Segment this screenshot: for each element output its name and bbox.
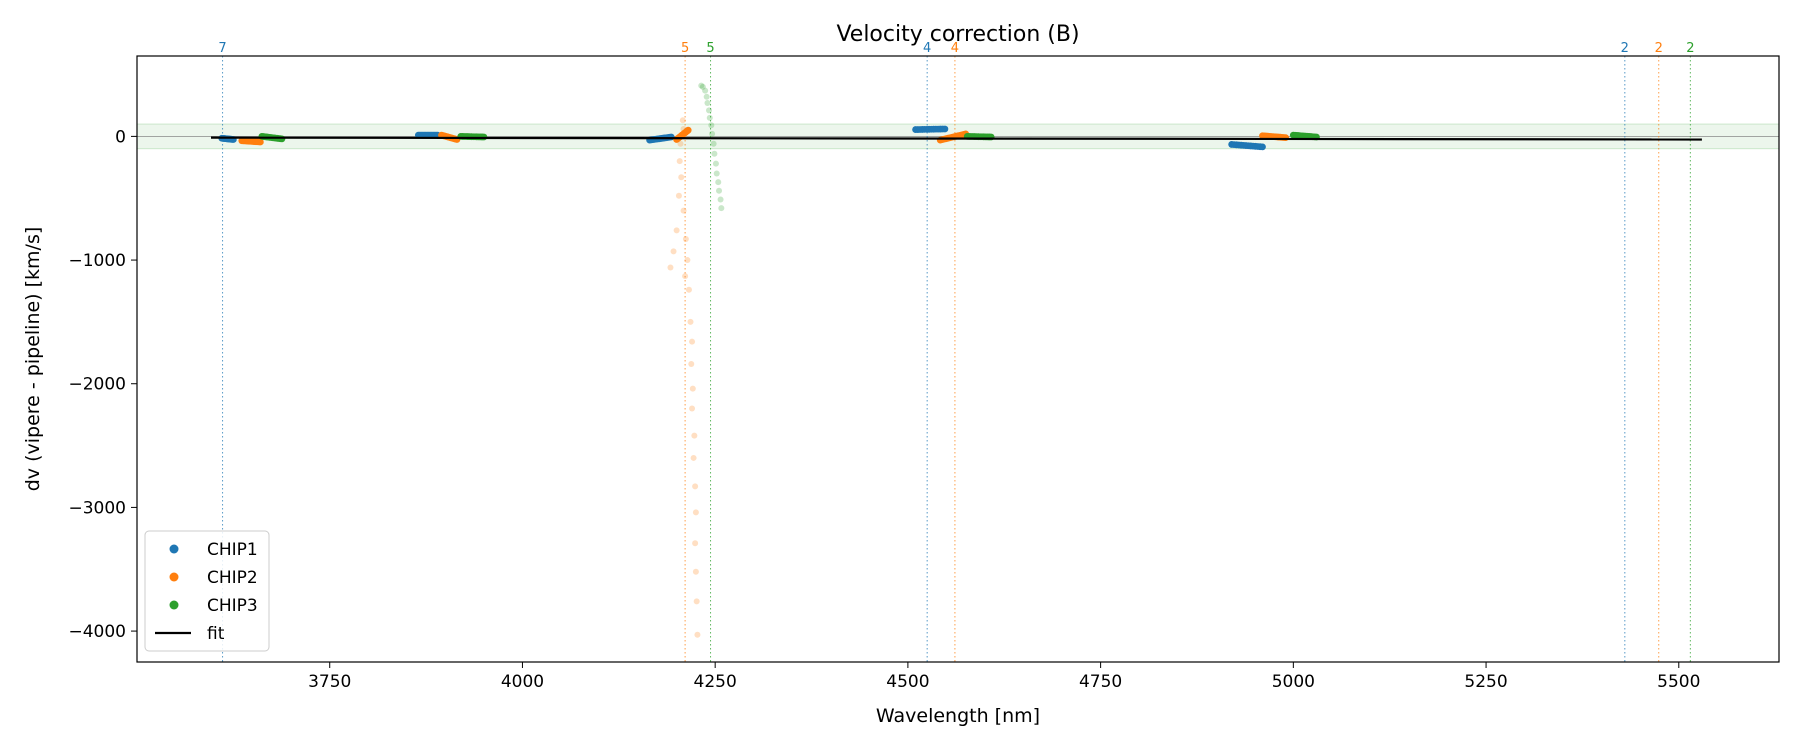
x-tick-label-4: 4750 bbox=[1079, 672, 1122, 692]
chip2-outlier-point-7 bbox=[673, 227, 680, 234]
chip2-outlier-point-26 bbox=[694, 631, 701, 638]
chip2-outlier-point-12 bbox=[682, 273, 689, 280]
fit-line-layer bbox=[211, 136, 1702, 141]
chip2-outlier-point-23 bbox=[692, 540, 699, 547]
y-tick-label-3: −3000 bbox=[68, 498, 126, 518]
order-marker-label-7: 2 bbox=[1686, 41, 1694, 56]
chip2-outlier-point-25 bbox=[693, 598, 700, 605]
chip2-outlier-point-0 bbox=[679, 117, 686, 124]
chip2-outlier-point-10 bbox=[684, 257, 691, 264]
chip3-outlier-point-9 bbox=[710, 140, 717, 147]
legend-marker-chip2 bbox=[169, 572, 179, 582]
chip1-point-4-13 bbox=[1259, 143, 1266, 151]
chip2-outlier-point-18 bbox=[689, 405, 696, 412]
chip1-point-3-13 bbox=[941, 125, 949, 133]
chip2-outlier-point-22 bbox=[692, 509, 699, 516]
order-marker-label-5: 2 bbox=[1621, 41, 1629, 56]
chip3-outlier-point-1 bbox=[699, 83, 706, 90]
chip2-outlier-point-17 bbox=[689, 385, 696, 392]
chip2-point-2-13 bbox=[684, 126, 692, 134]
x-axis-label: Wavelength [nm] bbox=[876, 705, 1040, 727]
y-tick-label-2: −2000 bbox=[68, 375, 126, 395]
order-marker-label-6: 2 bbox=[1655, 41, 1663, 56]
y-axis-label: dv (vipere - pipeline) [km/s] bbox=[22, 227, 44, 492]
legend: CHIP1 CHIP2 CHIP3 fit bbox=[144, 530, 270, 652]
legend-label-chip1: CHIP1 bbox=[207, 540, 258, 560]
x-tick-label-7: 5500 bbox=[1657, 672, 1700, 692]
legend-label-fit: fit bbox=[207, 624, 225, 644]
chip2-outlier-point-19 bbox=[691, 432, 698, 439]
x-tick-label-1: 4000 bbox=[501, 672, 544, 692]
chip2-outlier-point-16 bbox=[688, 360, 695, 367]
chip2-outlier-point-5 bbox=[675, 192, 682, 199]
order-marker-layer: 7 5 5 4 4 2 2 2 bbox=[218, 41, 1694, 662]
x-tick-label-5: 5000 bbox=[1272, 672, 1315, 692]
chip3-outlier-point-15 bbox=[717, 196, 724, 203]
chip2-outlier-point-4 bbox=[678, 174, 685, 181]
chip3-outlier-point-4 bbox=[704, 99, 711, 106]
chart-title: Velocity correction (B) bbox=[836, 22, 1079, 47]
order-marker-label-3: 4 bbox=[923, 41, 931, 56]
chip2-outlier-point-21 bbox=[692, 483, 699, 490]
axes-layer: 3750 4000 4250 4500 4750 5000 5250 5500 0 −1000 −2… bbox=[68, 127, 1700, 692]
x-tick-label-6: 5250 bbox=[1464, 672, 1507, 692]
chip3-outlier-point-16 bbox=[718, 205, 725, 212]
chip2-outlier-point-15 bbox=[689, 338, 696, 345]
plot-area-frame bbox=[136, 55, 1780, 663]
y-tick-label-0: 0 bbox=[115, 127, 126, 147]
chip2-outlier-point-20 bbox=[690, 454, 697, 461]
chip3-outlier-point-14 bbox=[716, 187, 723, 194]
chip2-outlier-point-14 bbox=[687, 318, 694, 325]
y-tick-label-1: −1000 bbox=[68, 251, 126, 271]
legend-box bbox=[144, 530, 270, 652]
legend-label-chip2: CHIP2 bbox=[207, 568, 258, 588]
chip3-outlier-point-6 bbox=[706, 114, 713, 121]
chip3-point-0-13 bbox=[278, 135, 286, 143]
chip3-outlier-point-5 bbox=[706, 107, 713, 114]
chip3-outlier-point-0 bbox=[698, 82, 705, 89]
chip3-outlier-point-3 bbox=[703, 93, 710, 100]
chip2-point-0-13 bbox=[256, 138, 264, 146]
x-tick-label-3: 4500 bbox=[886, 672, 929, 692]
legend-label-chip3: CHIP3 bbox=[207, 596, 258, 616]
order-marker-label-1: 5 bbox=[681, 41, 689, 56]
order-marker-label-2: 5 bbox=[706, 41, 714, 56]
chip3-outlier-point-8 bbox=[709, 130, 716, 137]
chip2-outlier-point-8 bbox=[682, 236, 689, 243]
chip2-outlier-point-13 bbox=[685, 286, 692, 293]
chip2-outlier-point-2 bbox=[677, 140, 684, 147]
chip3-outlier-point-12 bbox=[713, 170, 720, 177]
chip2-outlier-point-9 bbox=[670, 248, 677, 255]
fit-line bbox=[211, 136, 1702, 141]
order-marker-label-0: 7 bbox=[218, 41, 226, 56]
chip3-outlier-point-10 bbox=[711, 150, 718, 157]
chip2-outlier-point-11 bbox=[667, 264, 674, 271]
legend-marker-chip1 bbox=[169, 544, 179, 554]
x-tick-label-2: 4250 bbox=[694, 672, 737, 692]
order-marker-label-4: 4 bbox=[951, 41, 959, 56]
y-tick-label-4: −4000 bbox=[68, 622, 126, 642]
chip3-outlier-point-11 bbox=[712, 160, 719, 167]
chip2-outlier-point-3 bbox=[676, 158, 683, 165]
chip3-outlier-point-7 bbox=[708, 122, 715, 129]
chip3-outlier-point-2 bbox=[702, 87, 709, 94]
chip2-outlier-point-24 bbox=[692, 568, 699, 575]
chip2-outlier-point-6 bbox=[680, 207, 687, 214]
outlier-layer bbox=[667, 82, 725, 638]
x-tick-label-0: 3750 bbox=[308, 672, 351, 692]
chip3-outlier-point-13 bbox=[715, 179, 722, 186]
legend-marker-chip3 bbox=[169, 600, 179, 610]
